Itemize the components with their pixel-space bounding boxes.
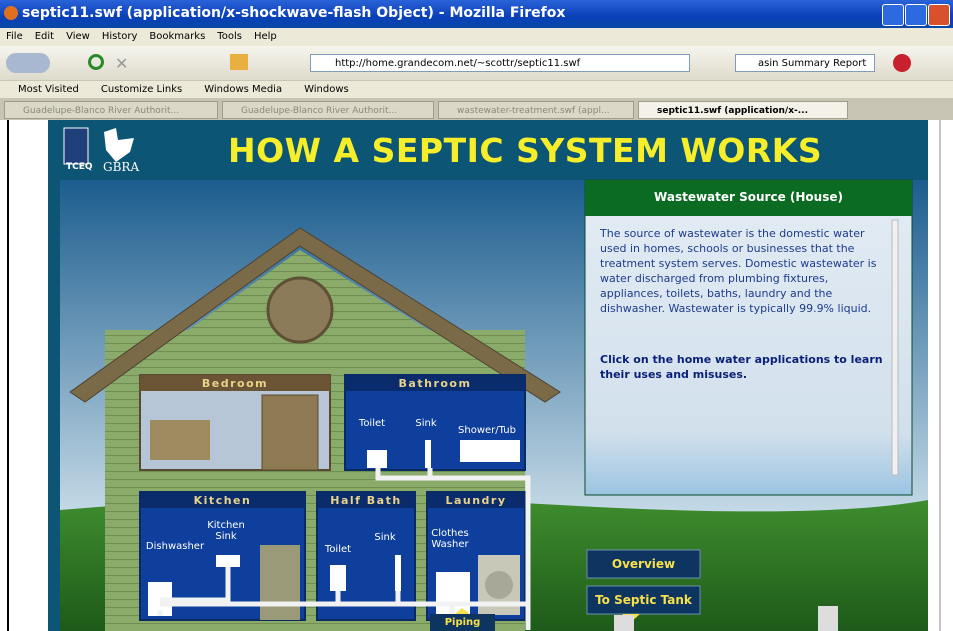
bookmark[interactable]: Windows	[304, 84, 349, 95]
menu-item[interactable]: History	[102, 31, 138, 42]
panel-heading: Wastewater Source (House)	[585, 190, 912, 204]
fixture-label[interactable]: Clothes Washer	[428, 528, 472, 550]
panel-body: The source of wastewater is the domestic…	[600, 226, 885, 316]
menu-item[interactable]: Edit	[35, 31, 54, 42]
active-tab[interactable]: septic11.swf (application/x-...	[638, 101, 848, 119]
panel-instruction: Click on the home water applications to …	[600, 352, 885, 382]
navigation-toolbar: ✕ http://home.grandecom.net/~scottr/sept…	[0, 46, 953, 80]
title-bar: septic11.swf (application/x-shockwave-fl…	[0, 0, 953, 28]
septic-tank-button[interactable]: To Septic Tank	[587, 593, 700, 607]
piping-button[interactable]: Piping	[430, 617, 495, 628]
fixture-label[interactable]: Kitchen Sink	[204, 520, 248, 542]
app-icon	[4, 6, 18, 20]
room-label: Kitchen	[140, 494, 305, 507]
fixture-label[interactable]: Toilet	[350, 418, 394, 429]
adblock[interactable]	[893, 54, 911, 72]
fixture-label[interactable]: Dishwasher	[140, 541, 210, 552]
room-label: Laundry	[427, 494, 525, 507]
search-box[interactable]: asin Summary Report	[735, 54, 875, 72]
bookmark[interactable]: Most Visited	[18, 84, 79, 95]
fixture-label[interactable]: Shower/Tub	[452, 425, 522, 436]
screen: septic11.swf (application/x-shockwave-fl…	[0, 0, 953, 631]
fixture-label[interactable]: Toilet	[320, 544, 356, 555]
url-bar[interactable]: http://home.grandecom.net/~scottr/septic…	[310, 54, 690, 72]
overview-button[interactable]: Overview	[587, 557, 700, 571]
logo-text: TCEQ	[66, 162, 93, 172]
menu-item[interactable]: Bookmarks	[149, 31, 205, 42]
room-label: Half Bath	[317, 494, 415, 507]
tab[interactable]: Guadelupe-Blanco River Authorit...	[222, 101, 434, 119]
menu-item[interactable]: Help	[254, 31, 277, 42]
fixture-label[interactable]: Sink	[406, 418, 446, 429]
maximize-button[interactable]	[905, 4, 927, 26]
bookmarks-toolbar: Most Visited Customize Links Windows Media…	[0, 80, 953, 99]
minimize-button[interactable]	[882, 4, 904, 26]
menu-item[interactable]: File	[6, 31, 23, 42]
fixture-label[interactable]: Sink	[370, 532, 400, 543]
reload[interactable]	[88, 54, 104, 70]
stop[interactable]: ✕	[115, 54, 128, 73]
tab-bar: Guadelupe-Blanco River Authorit... Guade…	[0, 98, 953, 120]
tab[interactable]: wastewater-treatment.swf (appl...	[438, 101, 634, 119]
back-forward[interactable]	[6, 53, 50, 73]
menu-item[interactable]: Tools	[217, 31, 242, 42]
bookmark[interactable]: Windows Media	[204, 84, 282, 95]
logo-text: GBRA	[103, 160, 139, 174]
home[interactable]	[230, 54, 248, 70]
room-label: Bedroom	[140, 377, 330, 390]
bookmark[interactable]: Customize Links	[101, 84, 182, 95]
window-title: septic11.swf (application/x-shockwave-fl…	[22, 5, 565, 21]
room-label: Bathroom	[345, 377, 525, 390]
menu-bar: File Edit View History Bookmarks Tools Help	[0, 28, 953, 46]
close-button[interactable]	[928, 4, 950, 26]
menu-item[interactable]: View	[66, 31, 90, 42]
tab[interactable]: Guadelupe-Blanco River Authorit...	[4, 101, 218, 119]
flash-title: HOW A SEPTIC SYSTEM WORKS	[228, 131, 822, 170]
